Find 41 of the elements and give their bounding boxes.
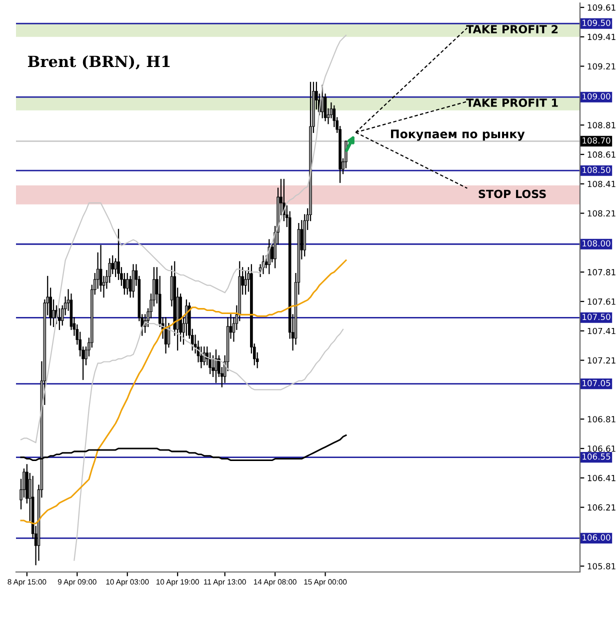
candlestick (164, 317, 168, 354)
line-series (20, 260, 347, 524)
ref-line-label: 109.00 (582, 93, 610, 100)
text: Brent (BRN), H1 (28, 55, 170, 70)
y-tick-label: 105.81 (588, 563, 616, 570)
y-tick-label: 107.21 (588, 357, 616, 364)
y-tick-label: 108.81 (588, 122, 616, 128)
ref-line-label: 109.50 (582, 20, 610, 26)
candlestick (212, 355, 214, 378)
y-tick-label: 108.61 (588, 151, 616, 158)
candlestick (126, 272, 129, 295)
y-tick-label: 107.41 (588, 328, 616, 334)
y-tick-label: 107.81 (588, 269, 616, 276)
candlestick (111, 255, 114, 274)
candlestick (58, 308, 61, 330)
y-tick-label: 109.61 (588, 4, 616, 11)
candlestick (114, 258, 117, 278)
y-tick-label: 106.21 (588, 504, 616, 511)
ref-line-label: 108.70 (582, 137, 610, 144)
ref-line-label: 108.50 (582, 166, 610, 174)
y-tick-label: 106.41 (588, 474, 616, 482)
ref-line-label: 108.00 (582, 240, 610, 247)
y-tick-label: 109.41 (588, 34, 616, 40)
band-label: STOP LOSS (478, 190, 546, 198)
band-label: TAKE PROFIT 2 (466, 25, 558, 34)
ref-line-label: 107.50 (582, 314, 610, 320)
y-tick-label: 109.21 (588, 63, 616, 70)
y-tick-label: 108.21 (588, 210, 616, 217)
text: Покупаем по рынку (391, 130, 525, 141)
candlestick (52, 299, 55, 328)
y-tick-label: 108.41 (588, 180, 616, 188)
y-tick-label: 106.61 (588, 445, 616, 452)
candlestick (244, 270, 247, 295)
ref-line-label: 106.00 (582, 534, 610, 541)
candlestick (214, 349, 218, 383)
y-tick-label: 106.81 (588, 416, 616, 422)
y-tick-label: 107.61 (588, 298, 616, 305)
candlestick (202, 346, 206, 366)
ref-line-label: 107.05 (582, 380, 610, 386)
ref-line-label: 106.55 (582, 453, 610, 460)
band-label: TAKE PROFIT 1 (466, 98, 558, 107)
